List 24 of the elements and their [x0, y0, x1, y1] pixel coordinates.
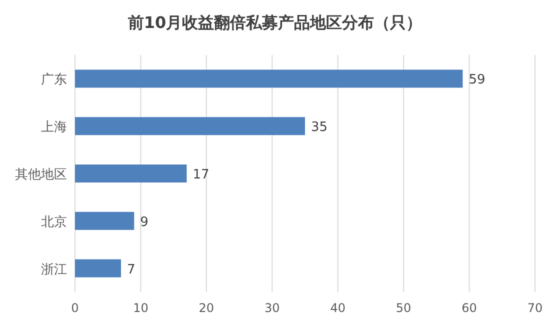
y-tick-label: 浙江 — [41, 262, 67, 278]
bar — [75, 259, 121, 278]
y-tick-label: 北京 — [41, 214, 67, 230]
bar — [75, 212, 134, 230]
x-tick-label: 70 — [527, 301, 543, 315]
data-label: 17 — [192, 168, 210, 182]
bar — [75, 164, 187, 183]
x-tick-label: 10 — [133, 301, 148, 315]
x-tick-label: 60 — [462, 301, 477, 315]
data-label: 9 — [140, 214, 148, 230]
bar — [75, 70, 463, 88]
data-label: 7 — [127, 262, 136, 278]
x-tick-label: 40 — [330, 301, 346, 315]
x-tick-label: 30 — [264, 301, 280, 315]
y-tick-label: 广东 — [41, 72, 67, 88]
x-tick-label: 0 — [71, 301, 79, 315]
data-label: 59 — [468, 72, 486, 88]
y-tick-label: 上海 — [41, 120, 67, 136]
chart-title: 前10月收益翻倍私募产品地区分布（只） — [126, 13, 422, 32]
x-tick-label: 20 — [198, 301, 214, 315]
x-tick-label: 50 — [396, 301, 412, 315]
data-label: 35 — [311, 120, 328, 136]
y-tick-label: 其他地区 — [15, 168, 67, 182]
bar — [75, 117, 305, 136]
